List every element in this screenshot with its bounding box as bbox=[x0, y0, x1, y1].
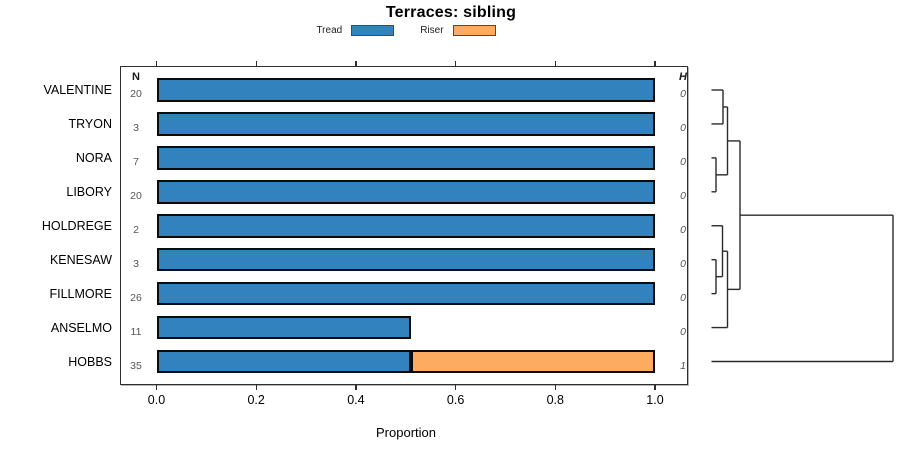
y-axis-label: LIBORY bbox=[66, 184, 112, 199]
h-value: 0 bbox=[680, 223, 686, 236]
y-axis-label: VALENTINE bbox=[43, 83, 112, 97]
x-tick-top bbox=[155, 61, 158, 66]
y-axis-label: KENESAW bbox=[49, 252, 112, 267]
x-axis-title: Proportion bbox=[376, 425, 436, 440]
legend-label-riser: Riser bbox=[420, 25, 444, 36]
x-tick-bottom bbox=[355, 385, 357, 390]
x-tick-bottom bbox=[554, 385, 556, 390]
h-column-header: H bbox=[679, 70, 687, 83]
legend-item-tread: Tread bbox=[316, 25, 395, 36]
x-tick-bottom bbox=[454, 385, 457, 390]
x-tick-label: 0.8 bbox=[546, 393, 564, 407]
x-tick-label: 0.4 bbox=[347, 393, 365, 407]
h-value: 0 bbox=[680, 189, 686, 202]
h-value: 0 bbox=[680, 325, 686, 338]
n-value: 3 bbox=[133, 257, 139, 270]
bar-segment-tread bbox=[156, 349, 411, 374]
x-tick-bottom bbox=[155, 385, 158, 390]
bar-segment-tread bbox=[156, 281, 655, 306]
riser-swatch-icon bbox=[452, 25, 496, 36]
x-tick-top bbox=[355, 61, 357, 66]
n-value: 3 bbox=[133, 121, 139, 134]
y-axis-label: HOBBS bbox=[68, 354, 112, 369]
bar-segment-tread bbox=[156, 180, 655, 204]
x-tick-top bbox=[255, 61, 257, 66]
x-tick-label: 1.0 bbox=[646, 393, 664, 407]
h-value: 0 bbox=[680, 88, 686, 100]
bar-segment-riser bbox=[410, 349, 655, 374]
n-value: 26 bbox=[130, 291, 142, 304]
n-value: 7 bbox=[133, 155, 139, 168]
plot-border bbox=[120, 66, 688, 385]
x-tick-top bbox=[454, 61, 457, 66]
bar-segment-tread bbox=[156, 315, 411, 340]
legend: Tread Riser bbox=[0, 25, 812, 36]
bar-segment-tread bbox=[156, 112, 655, 136]
n-value: 35 bbox=[130, 359, 142, 372]
h-value: 1 bbox=[680, 359, 686, 372]
bar-segment-tread bbox=[156, 146, 655, 170]
h-value: 0 bbox=[680, 155, 686, 168]
h-value: 0 bbox=[680, 121, 686, 134]
bar-segment-tread bbox=[156, 78, 655, 102]
n-value: 2 bbox=[133, 223, 139, 236]
x-tick-bottom bbox=[654, 385, 656, 390]
y-axis-label: NORA bbox=[75, 150, 112, 165]
x-tick-label: 0.0 bbox=[147, 393, 166, 407]
chart-title: Terraces: sibling bbox=[385, 4, 517, 21]
y-axis-label: TRYON bbox=[68, 116, 112, 131]
legend-item-riser: Riser bbox=[420, 25, 496, 36]
bar-segment-tread bbox=[156, 247, 655, 272]
n-value: 11 bbox=[130, 325, 142, 338]
x-tick-bottom bbox=[255, 385, 257, 390]
y-axis-label: ANSELMO bbox=[50, 320, 112, 335]
x-tick-top bbox=[654, 61, 656, 66]
x-tick-top bbox=[554, 61, 556, 66]
y-axis-label: HOLDREGE bbox=[41, 218, 112, 233]
x-tick-label: 0.6 bbox=[446, 393, 465, 407]
y-axis-label: FILLMORE bbox=[49, 286, 112, 301]
x-tick-label: 0.2 bbox=[247, 393, 265, 407]
tread-swatch-icon bbox=[351, 25, 395, 36]
h-value: 0 bbox=[680, 257, 686, 270]
legend-label-tread: Tread bbox=[316, 25, 343, 36]
n-value: 20 bbox=[130, 189, 142, 202]
bar-segment-tread bbox=[156, 214, 655, 238]
n-column-header: N bbox=[132, 70, 140, 83]
n-value: 20 bbox=[130, 88, 142, 100]
h-value: 0 bbox=[680, 291, 686, 304]
